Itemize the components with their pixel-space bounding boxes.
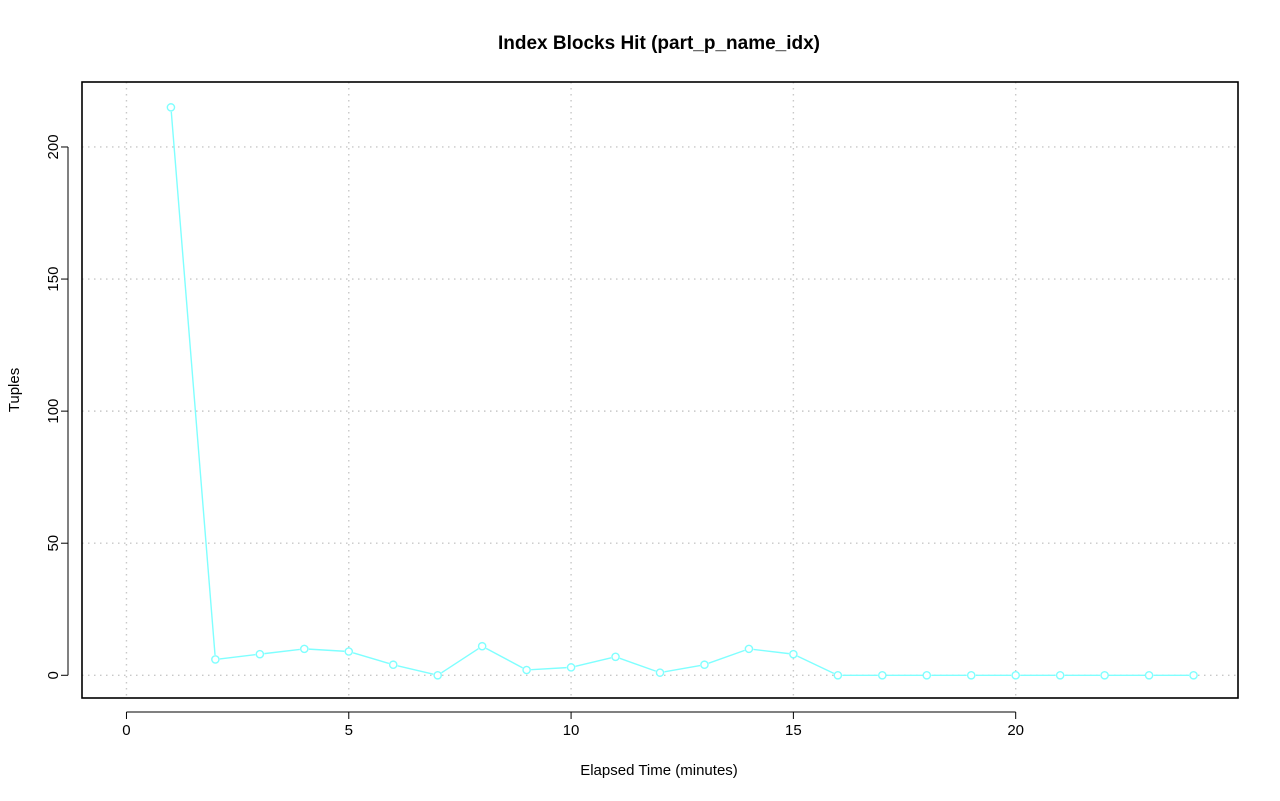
- data-point-13: [744, 644, 754, 654]
- grid: [82, 82, 1238, 698]
- data-point-0: [166, 103, 176, 112]
- series-0-segment-8: [531, 666, 567, 671]
- chart-title: Index Blocks Hit (part_p_name_idx): [498, 33, 820, 54]
- data-point-8: [522, 665, 531, 675]
- series-0-segment-2: [264, 648, 300, 655]
- data-point-9: [566, 663, 576, 672]
- y-tick-label-3: 150: [45, 267, 62, 292]
- data-point-19: [1011, 670, 1020, 680]
- series-0-segment-4: [352, 652, 390, 665]
- series-0-segment-3: [308, 648, 345, 652]
- y-tick-label-0: 0: [45, 671, 62, 679]
- series-0-segment-6: [441, 648, 479, 674]
- x-tick-label-0: 0: [122, 722, 130, 739]
- series-0-segment-5: [397, 665, 434, 675]
- y-tick-label-2: 100: [45, 399, 62, 424]
- data-point-6: [433, 670, 442, 680]
- data-point-20: [1055, 670, 1065, 680]
- x-tick-label-3: 15: [785, 722, 802, 739]
- data-point-23: [1189, 670, 1198, 680]
- series-0-segment-14: [797, 655, 835, 674]
- data-point-4: [344, 647, 354, 656]
- series-0-segment-10: [619, 657, 656, 672]
- series-0-segment-1: [219, 653, 256, 660]
- data-point-11: [655, 668, 665, 677]
- series-0-segment-0: [170, 111, 216, 656]
- y-axis: 0 50 100 150 200: [45, 134, 69, 679]
- data-point-1: [211, 655, 220, 664]
- series-group: [166, 103, 1198, 680]
- x-tick-label-2: 10: [563, 722, 580, 739]
- data-point-14: [789, 649, 798, 659]
- x-tick-label-4: 20: [1007, 722, 1024, 739]
- data-point-10: [611, 652, 620, 662]
- data-point-15: [833, 670, 843, 680]
- series-0-segment-11: [664, 664, 701, 673]
- data-point-12: [700, 660, 709, 670]
- x-axis: 0 5 10 15 20: [122, 711, 1024, 739]
- data-point-16: [878, 670, 887, 680]
- data-point-17: [922, 670, 932, 680]
- data-point-2: [255, 649, 265, 659]
- y-tick-label-1: 50: [45, 535, 62, 552]
- data-point-22: [1144, 670, 1154, 680]
- data-point-5: [388, 660, 398, 670]
- data-point-18: [966, 670, 976, 680]
- data-point-3: [300, 644, 309, 654]
- series-0-segment-7: [485, 647, 523, 669]
- series-0-segment-9: [575, 657, 612, 667]
- data-point-21: [1100, 670, 1109, 680]
- data-point-7: [477, 641, 487, 651]
- x-tick-label-1: 5: [345, 722, 353, 739]
- x-axis-title: Elapsed Time (minutes): [580, 762, 738, 779]
- y-tick-label-4: 200: [45, 134, 62, 159]
- plot-area-border: [81, 81, 1239, 699]
- series-0-segment-13: [753, 648, 789, 655]
- series-0-segment-12: [708, 649, 745, 664]
- y-axis-title: Tuples: [6, 368, 23, 412]
